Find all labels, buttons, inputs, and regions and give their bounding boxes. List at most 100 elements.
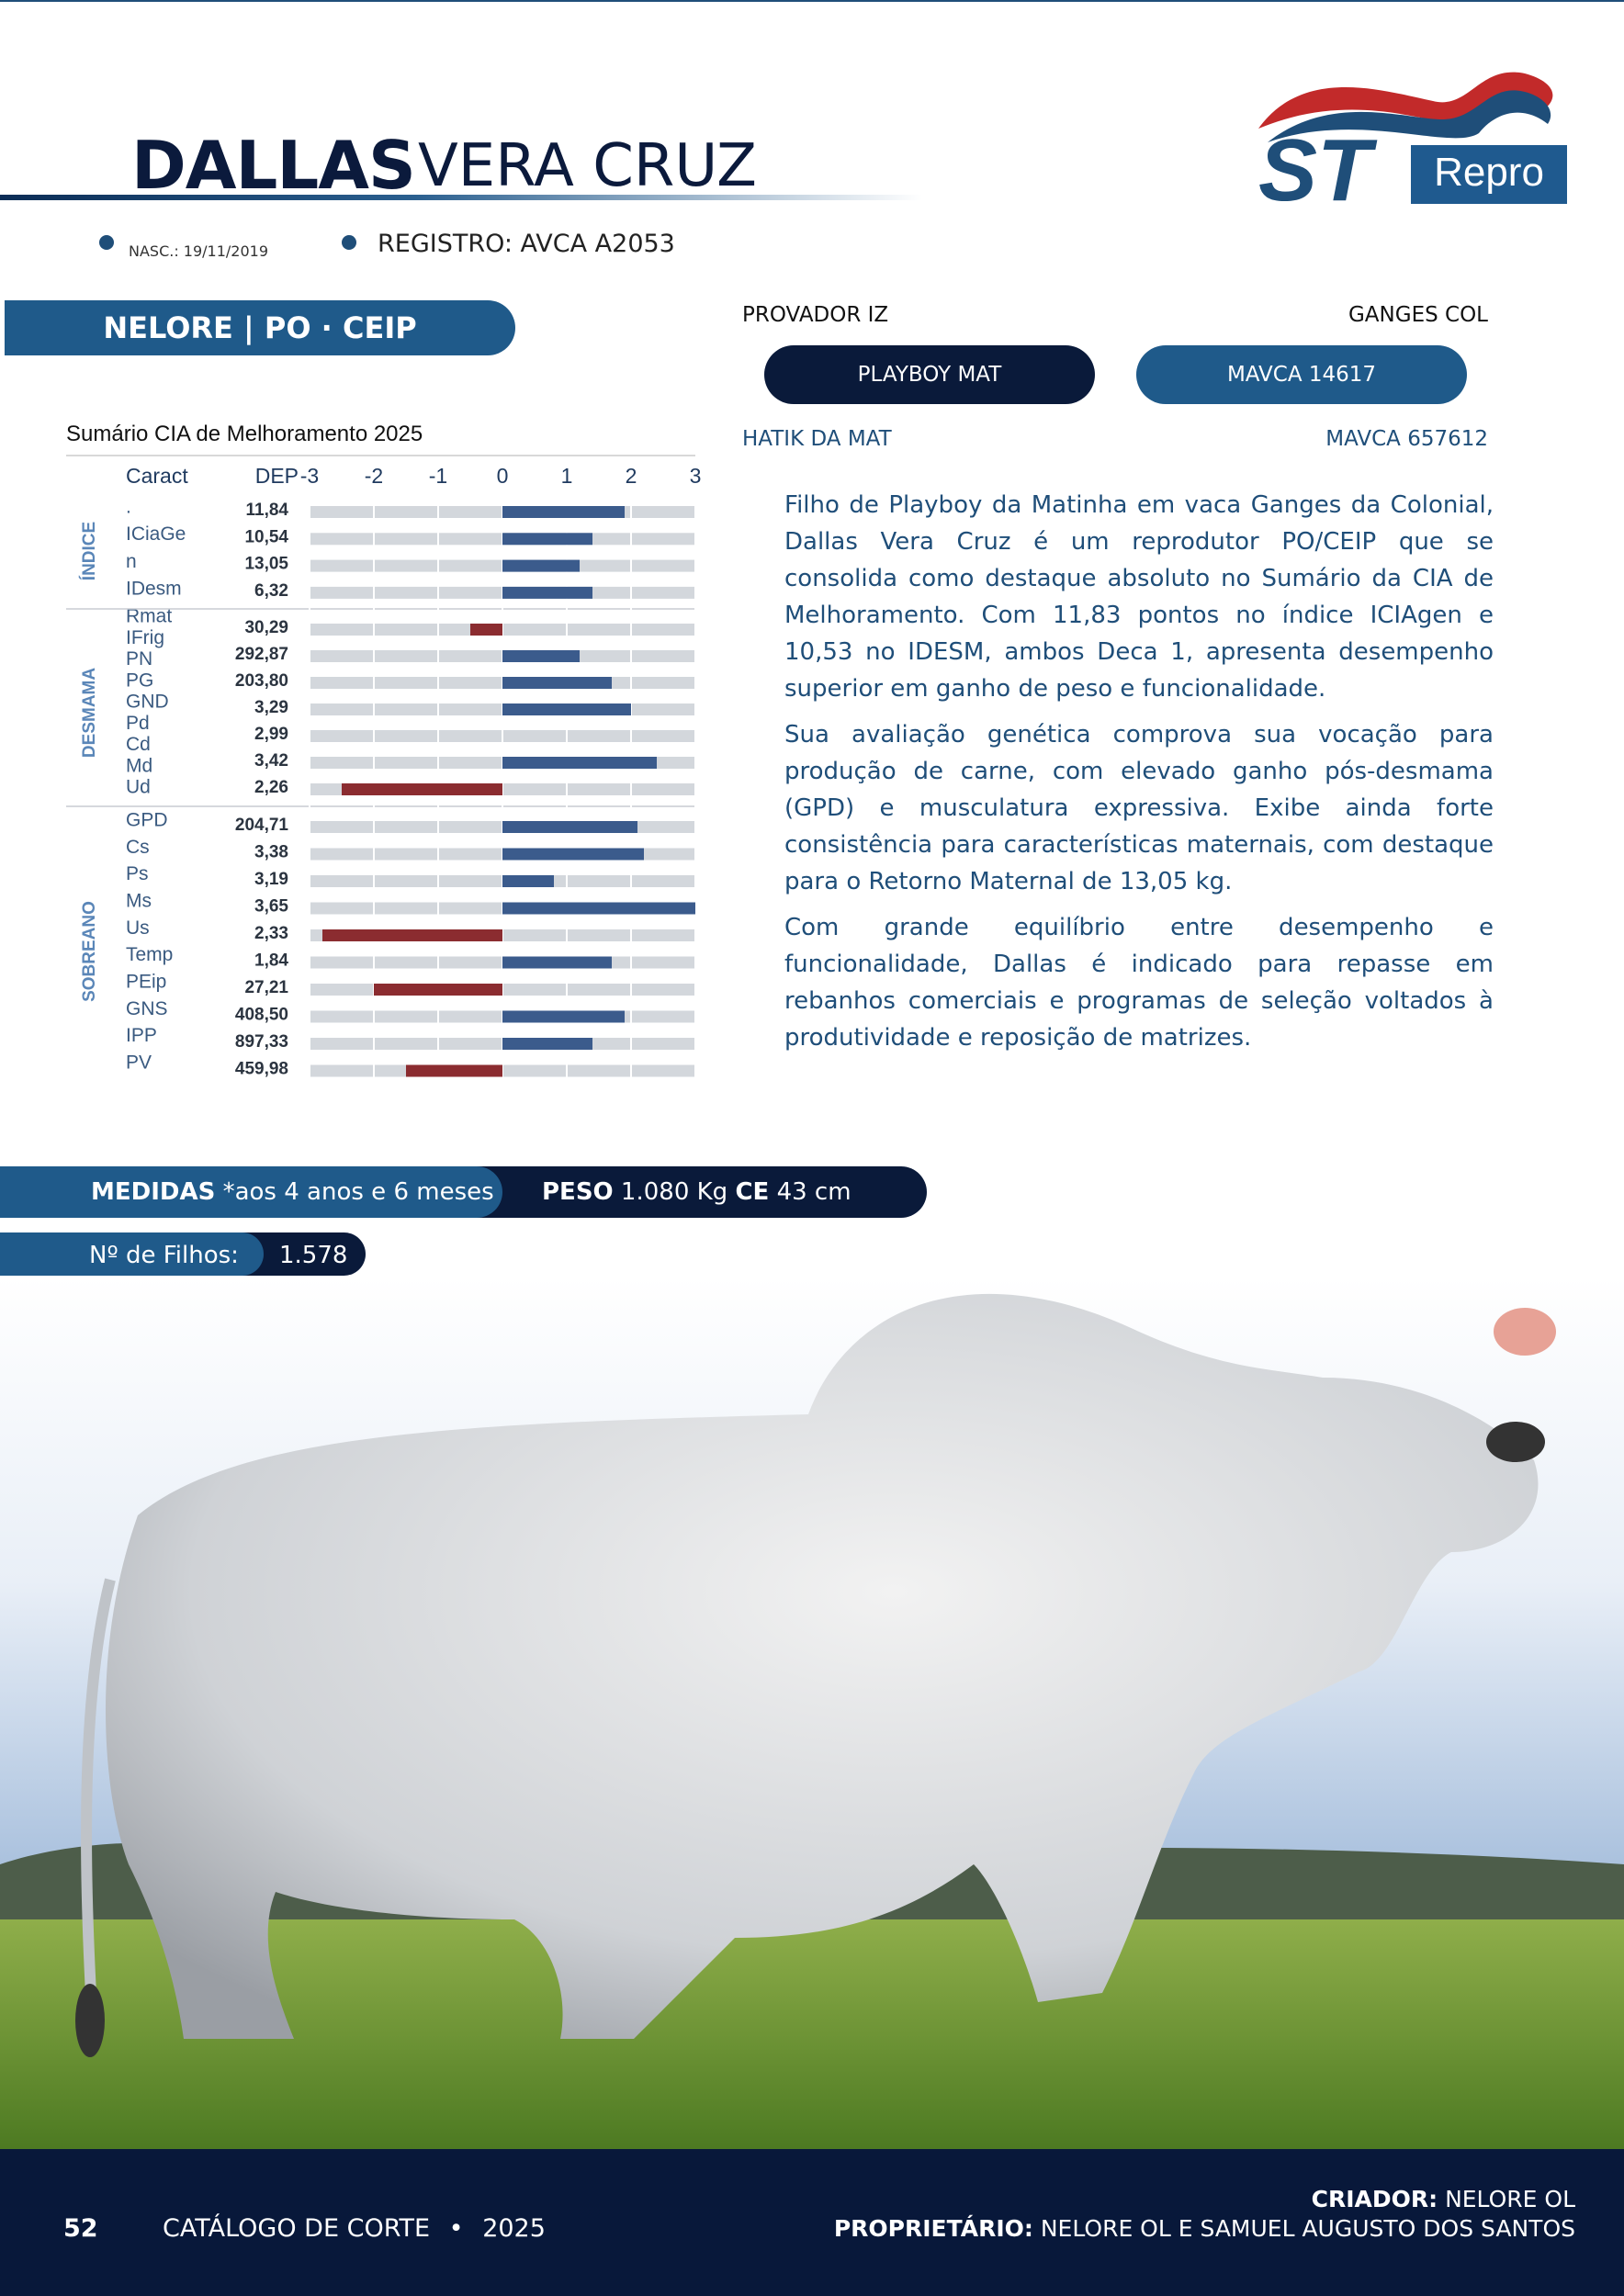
bar (502, 533, 592, 546)
muzzle (1486, 1422, 1545, 1462)
dep-label: 2,26 (254, 778, 288, 797)
dep-label: 2,33 (254, 924, 288, 943)
dam: MAVCA 14617 (1136, 345, 1467, 404)
bar (502, 703, 631, 715)
trait-label: GND (126, 692, 169, 713)
dep-label: 13,05 (244, 555, 288, 574)
dam-dam: MAVCA 657612 (1325, 427, 1488, 451)
name-rest: VERA CRUZ (418, 132, 757, 200)
trait-label: PV (126, 1052, 152, 1074)
breeder-label: CRIADOR: (1311, 2186, 1438, 2212)
dep-label: 27,21 (244, 978, 288, 997)
group-label: SOBREANO (80, 901, 99, 1002)
trait-label: Ps (126, 863, 149, 884)
trait-label: Cd (126, 734, 151, 755)
column-header: DEP (255, 464, 299, 488)
bar (502, 650, 580, 662)
dep-label: 3,65 (254, 897, 288, 917)
dep-label: 897,33 (235, 1032, 288, 1052)
logo-swoosh-blue (1268, 90, 1551, 142)
breeder-name: NELORE OL (1445, 2186, 1575, 2212)
x-tick-label: -1 (429, 464, 447, 488)
bar (502, 821, 637, 833)
breed-tag-text: NELORE | PO · CEIP (103, 310, 417, 345)
x-tick-label: -3 (300, 464, 319, 488)
logo-box (1411, 145, 1567, 204)
measures-label-band (0, 1166, 502, 1218)
breed-tag: NELORE | PO · CEIP (5, 300, 515, 355)
trait-label: IFrig (126, 627, 164, 648)
trait-label: Temp (126, 944, 173, 965)
x-tick-label: 3 (690, 464, 702, 488)
dep-label: 292,87 (235, 645, 288, 664)
logo: ST Repro (1258, 72, 1567, 211)
weight-label: PESO (542, 1178, 614, 1206)
dep-label: 1,84 (254, 951, 288, 971)
bar (470, 624, 502, 636)
trait-label: Us (126, 917, 150, 939)
trait-label: n (126, 551, 137, 572)
measures-note: *aos 4 anos e 6 meses (222, 1178, 494, 1206)
bull (106, 1293, 1539, 2039)
trait-label: Rmat (126, 606, 172, 627)
bullet (342, 235, 356, 250)
offspring-label: Nº de Filhos: (89, 1242, 239, 1269)
dep-label: 3,42 (254, 751, 288, 771)
bar (502, 506, 625, 518)
dep-label: 408,50 (235, 1006, 288, 1025)
dep-label: 203,80 (235, 671, 288, 691)
bar (342, 783, 502, 795)
paragraph: Sua avaliação genética comprova sua voca… (784, 721, 1494, 895)
bar (502, 586, 592, 599)
measures-label: MEDIDAS *aos 4 anos e 6 meses (91, 1178, 494, 1206)
dep-label: 3,29 (254, 698, 288, 717)
registry: REGISTRO: AVCA A2053 (378, 230, 675, 258)
trait-label: GPD (126, 810, 168, 831)
x-tick-label: 0 (497, 464, 509, 488)
x-tick-label: -2 (365, 464, 383, 488)
dep-chart: Sumário CIA de Melhoramento 2025 Caract DE… (66, 422, 702, 1084)
ce-label: CE (735, 1178, 770, 1206)
paragraph: Com grande equilíbrio entre desempenho e… (784, 914, 1494, 1052)
bar (502, 1038, 592, 1050)
bar (502, 956, 612, 969)
dep-label: 2,99 (254, 725, 288, 744)
owner: PROPRIETÁRIO: NELORE OL E SAMUEL AUGUSTO… (834, 2215, 1575, 2242)
tail (81, 1578, 116, 2012)
catalog: CATÁLOGO DE CORTE (163, 2214, 431, 2243)
trait-label: ICiaGe (126, 523, 186, 545)
dam-text: MAVCA 14617 (1226, 363, 1377, 387)
bar (406, 1064, 502, 1077)
trait-label: IDesm (126, 579, 182, 600)
measures-values: PESO 1.080 Kg CE 43 cm (542, 1178, 851, 1206)
trait-label: IPP (126, 1025, 157, 1046)
dep-label: 10,54 (244, 527, 288, 546)
bar (502, 1010, 625, 1023)
breeder: CRIADOR: NELORE OL (1312, 2186, 1575, 2212)
trait-label: . (126, 497, 131, 518)
trait-label: PG (126, 670, 153, 691)
trait-label: PN (126, 648, 152, 670)
weight: 1.080 Kg (620, 1178, 728, 1206)
title-underline (0, 195, 922, 200)
ce: 43 cm (776, 1178, 851, 1206)
bar (502, 757, 657, 769)
bar (502, 677, 612, 689)
trait-label: GNS (126, 998, 168, 1019)
trait-label: Cs (126, 837, 150, 858)
logo-mark: ST (1258, 121, 1378, 211)
trait-label: Ms (126, 891, 152, 912)
group-label: ÍNDICE (79, 522, 99, 580)
bar (502, 902, 695, 915)
footer-bullet: • (448, 2214, 464, 2243)
page-number: 52 (63, 2214, 98, 2243)
ear (1494, 1308, 1556, 1356)
logo-swoosh-red (1258, 72, 1553, 129)
dep-label: 30,29 (244, 618, 288, 637)
chart-title: Sumário CIA de Melhoramento 2025 (66, 422, 423, 446)
x-tick-label: 2 (626, 464, 637, 488)
top-rule (0, 0, 1624, 2)
sire-dam: HATIK DA MAT (742, 427, 892, 451)
sire-sire: PROVADOR IZ (742, 303, 889, 327)
